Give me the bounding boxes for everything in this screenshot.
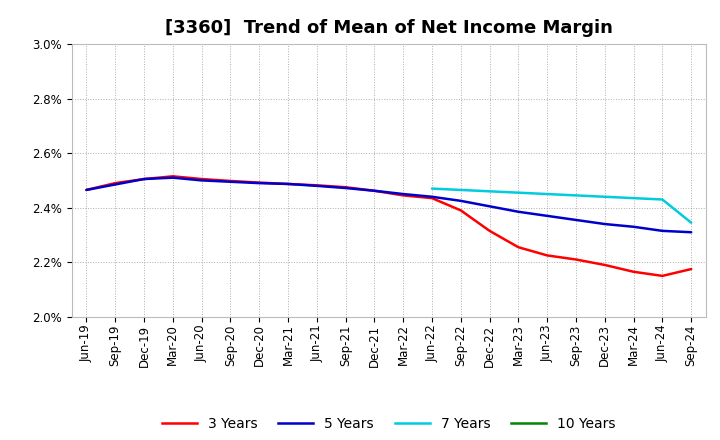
Line: 3 Years: 3 Years xyxy=(86,176,691,276)
3 Years xyxy=(226,178,235,183)
5 Years xyxy=(428,194,436,199)
7 Years xyxy=(456,187,465,193)
3 Years xyxy=(255,180,264,185)
3 Years xyxy=(456,208,465,213)
5 Years xyxy=(226,179,235,184)
5 Years xyxy=(600,221,609,227)
3 Years xyxy=(341,184,350,190)
7 Years xyxy=(658,197,667,202)
7 Years xyxy=(572,193,580,198)
5 Years xyxy=(140,176,148,182)
7 Years xyxy=(543,191,552,197)
5 Years xyxy=(629,224,638,229)
5 Years xyxy=(485,204,494,209)
5 Years xyxy=(312,183,321,188)
5 Years xyxy=(197,178,206,183)
7 Years xyxy=(629,195,638,201)
5 Years xyxy=(514,209,523,214)
5 Years xyxy=(370,188,379,194)
5 Years xyxy=(284,181,292,187)
3 Years xyxy=(658,273,667,279)
3 Years xyxy=(572,257,580,262)
3 Years xyxy=(428,195,436,201)
5 Years xyxy=(399,191,408,197)
5 Years xyxy=(255,180,264,186)
7 Years xyxy=(485,189,494,194)
3 Years xyxy=(543,253,552,258)
Line: 7 Years: 7 Years xyxy=(432,189,691,223)
3 Years xyxy=(485,228,494,234)
7 Years xyxy=(428,186,436,191)
7 Years xyxy=(514,190,523,195)
3 Years xyxy=(111,180,120,186)
Legend: 3 Years, 5 Years, 7 Years, 10 Years: 3 Years, 5 Years, 7 Years, 10 Years xyxy=(157,411,621,436)
3 Years xyxy=(399,193,408,198)
3 Years xyxy=(629,269,638,275)
5 Years xyxy=(111,182,120,187)
3 Years xyxy=(168,174,177,179)
3 Years xyxy=(687,267,696,272)
Title: [3360]  Trend of Mean of Net Income Margin: [3360] Trend of Mean of Net Income Margi… xyxy=(165,19,613,37)
5 Years xyxy=(658,228,667,234)
5 Years xyxy=(168,175,177,180)
3 Years xyxy=(600,262,609,268)
5 Years xyxy=(687,230,696,235)
3 Years xyxy=(284,181,292,187)
7 Years xyxy=(600,194,609,199)
3 Years xyxy=(197,176,206,182)
5 Years xyxy=(341,185,350,191)
3 Years xyxy=(514,245,523,250)
3 Years xyxy=(82,187,91,193)
3 Years xyxy=(312,183,321,188)
Line: 5 Years: 5 Years xyxy=(86,178,691,232)
5 Years xyxy=(82,187,91,193)
3 Years xyxy=(370,188,379,194)
5 Years xyxy=(543,213,552,219)
7 Years xyxy=(687,220,696,225)
5 Years xyxy=(572,217,580,223)
5 Years xyxy=(456,198,465,203)
3 Years xyxy=(140,176,148,182)
